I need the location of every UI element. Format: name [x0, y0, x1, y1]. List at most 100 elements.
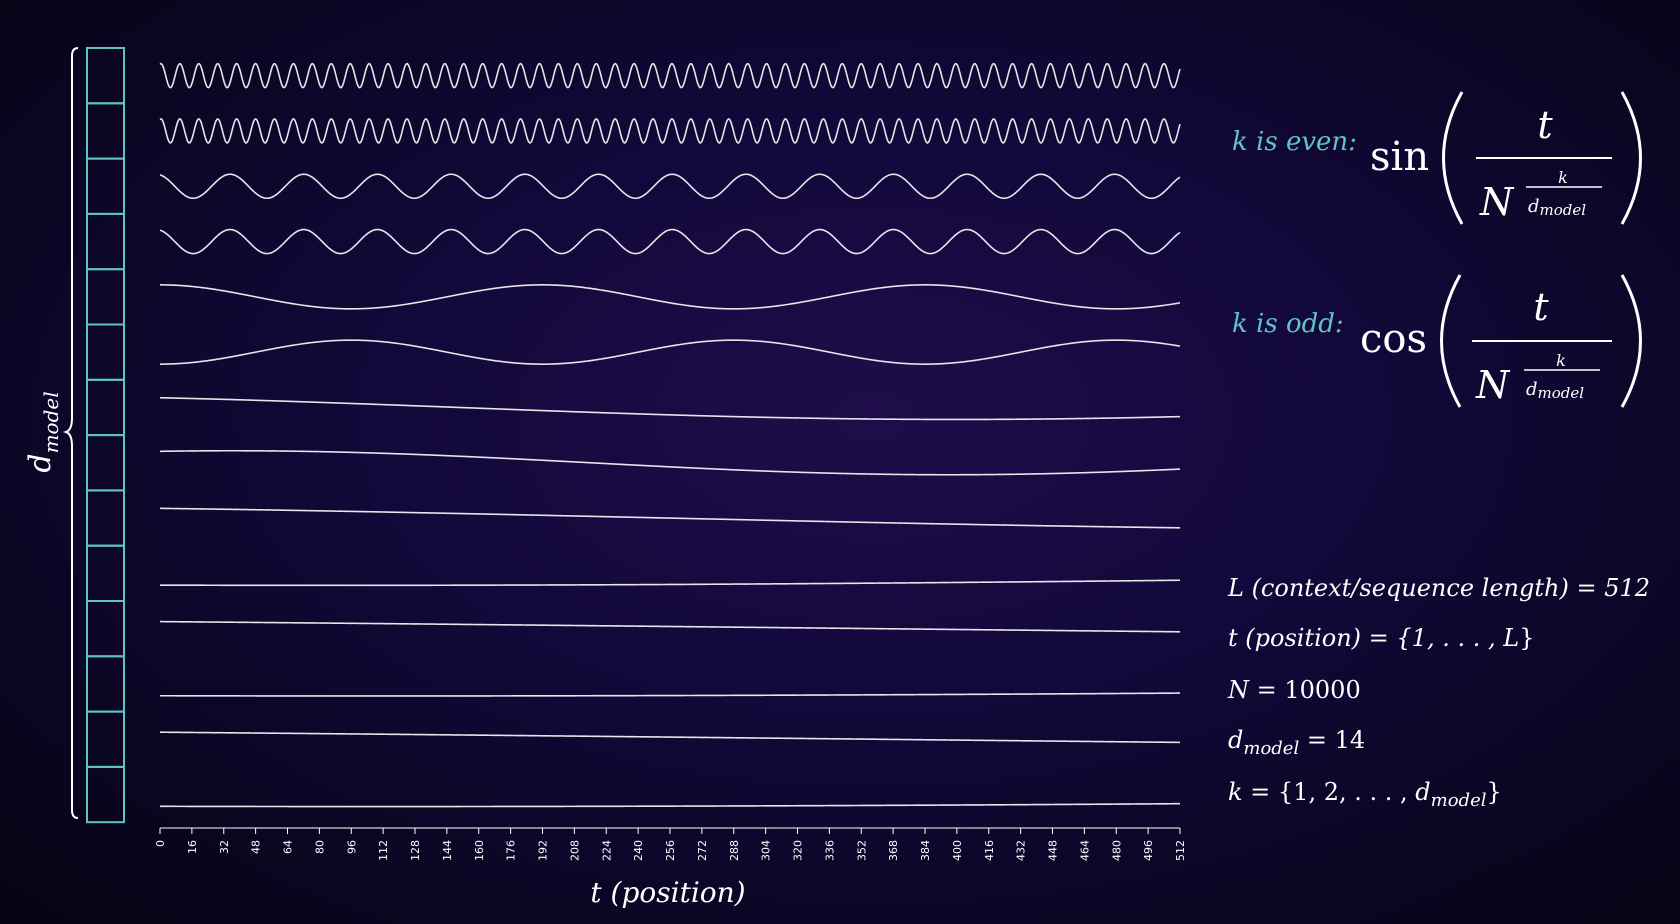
formula-odd: k is odd: cos t N k dmodel	[1232, 274, 1642, 408]
vector-cell	[86, 268, 125, 326]
odd-base: N	[1475, 363, 1511, 407]
odd-func: cos	[1360, 316, 1427, 362]
even-label: k is even:	[1232, 127, 1357, 157]
x-tick-label: 272	[696, 840, 709, 861]
wave-dimension-10	[160, 579, 1181, 587]
wave-dimension-1	[159, 62, 1181, 89]
vector-cell	[86, 212, 125, 271]
odd-exp-den-main: d	[1526, 379, 1538, 400]
param-k-d: d	[1415, 778, 1430, 806]
even-exp-den: dmodel	[1528, 196, 1586, 219]
dimension-brace	[62, 47, 79, 819]
even-numerator: t	[1537, 103, 1553, 147]
x-tick-label: 48	[250, 840, 263, 854]
param-d-sym: d	[1228, 726, 1243, 754]
param-t: t (position) = {1, . . . , L}	[1228, 624, 1534, 652]
even-right-paren	[1620, 91, 1642, 225]
even-base: N	[1479, 180, 1515, 224]
x-tick-label: 416	[983, 840, 996, 861]
x-tick-label: 192	[537, 840, 550, 861]
wave-dimension-14	[160, 802, 1180, 808]
x-tick-label: 256	[664, 840, 677, 861]
x-axis: 0 16 32 48 64 80 96 112 128 144 160 176 192 208 224 240…	[154, 827, 1187, 861]
x-tick-label: 512	[1174, 840, 1187, 861]
even-exp-den-sub: model	[1540, 201, 1587, 219]
param-dmodel: dmodel = 14	[1228, 726, 1365, 759]
odd-left-paren	[1440, 274, 1462, 408]
vector-cell	[86, 544, 125, 603]
param-t-close: }	[1519, 624, 1534, 652]
x-tick-label: 80	[313, 840, 326, 854]
x-tick-label: 496	[1142, 840, 1155, 861]
odd-numerator: t	[1533, 285, 1549, 329]
even-left-paren	[1442, 91, 1464, 225]
x-tick-label: 432	[1015, 840, 1028, 861]
param-N-sym: N	[1227, 676, 1250, 704]
embedding-vector	[62, 47, 125, 824]
odd-exp-num: k	[1556, 351, 1566, 370]
param-L: L (context/sequence length) = 512	[1227, 574, 1650, 602]
x-tick-label: 128	[409, 840, 422, 861]
x-ticks: 0 16 32 48 64 80 96 112 128 144 160 176 192 208 224 240…	[154, 828, 1187, 861]
x-tick-label: 112	[377, 840, 390, 861]
x-tick-label: 96	[345, 840, 358, 854]
x-tick-label: 352	[855, 840, 868, 861]
vector-cell	[86, 710, 125, 768]
x-tick-label: 464	[1078, 840, 1091, 861]
param-N-rest: = 10000	[1249, 676, 1361, 704]
wave-dimension-4	[159, 228, 1181, 255]
x-tick-label: 176	[505, 840, 518, 861]
vector-cell	[86, 378, 125, 437]
param-L-rest: (context/sequence length) = 512	[1244, 574, 1650, 602]
odd-right-paren	[1620, 274, 1642, 408]
x-tick-label: 320	[792, 840, 805, 861]
x-tick-label: 64	[282, 840, 295, 854]
y-axis-label: dmodel	[23, 391, 63, 472]
wave-dimension-13	[160, 731, 1181, 744]
x-axis-label-rest: (position)	[602, 876, 746, 909]
formula-even: k is even: sin t N k dmodel	[1232, 91, 1642, 225]
even-exp-den-main: d	[1528, 196, 1540, 217]
param-t-sym: t	[1228, 624, 1238, 652]
x-tick-label: 16	[186, 840, 199, 854]
x-tick-label: 224	[600, 840, 613, 861]
x-tick-label: 208	[568, 840, 581, 861]
wave-dimension-9	[159, 507, 1181, 529]
x-axis-label-t: t	[590, 876, 602, 909]
vector-cell	[86, 47, 125, 105]
y-axis-label-main: d	[23, 453, 58, 472]
vector-cell	[86, 655, 125, 713]
x-tick-label: 480	[1110, 840, 1123, 861]
even-exp-num: k	[1558, 168, 1568, 187]
param-d-rest: = 14	[1299, 726, 1365, 754]
wave-dimension-12	[160, 692, 1180, 697]
x-tick-label: 368	[887, 840, 900, 861]
x-tick-label: 240	[632, 840, 645, 861]
odd-exp-den-sub: model	[1538, 384, 1585, 402]
parameter-list: L (context/sequence length) = 512 t (pos…	[1227, 574, 1650, 811]
wave-dimension-5	[160, 284, 1181, 310]
x-tick-label: 144	[441, 840, 454, 861]
param-k-sub: model	[1431, 790, 1487, 811]
vector-cell	[86, 434, 125, 492]
param-t-L: L	[1502, 624, 1519, 652]
y-axis-label-sub: model	[39, 391, 63, 453]
even-func: sin	[1370, 134, 1429, 180]
x-axis-label: t (position)	[590, 876, 745, 909]
wave-dimension-6	[160, 339, 1181, 365]
x-tick-label: 160	[473, 840, 486, 861]
vector-cell	[86, 765, 125, 824]
param-N: N = 10000	[1227, 676, 1361, 704]
wave-dimension-2	[159, 118, 1181, 144]
wave-dimension-8	[159, 449, 1181, 476]
vector-cell	[86, 600, 125, 658]
param-k-close: }	[1487, 778, 1502, 806]
param-k-sym: k	[1228, 778, 1243, 806]
vector-cell	[86, 323, 125, 381]
x-tick-label: 288	[728, 840, 741, 861]
param-d-sub: model	[1243, 738, 1299, 759]
vector-cell	[86, 489, 125, 547]
x-tick-label: 400	[951, 840, 964, 861]
vector-cells	[86, 47, 125, 824]
